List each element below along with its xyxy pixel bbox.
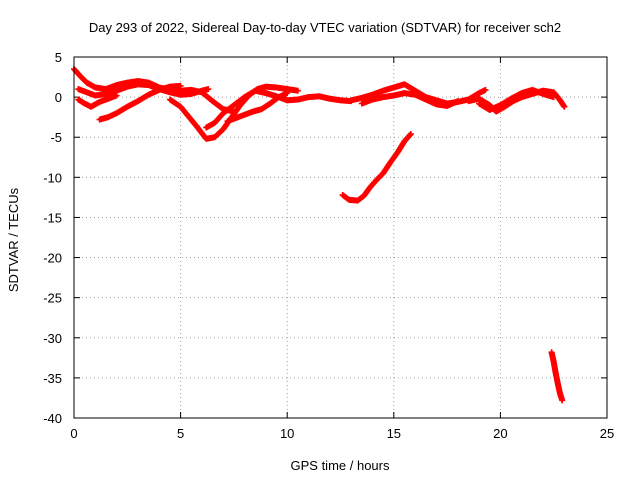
y-tick-label: 0 <box>55 90 62 105</box>
plot-frame <box>73 56 608 419</box>
y-tick-label: -10 <box>43 170 62 185</box>
data-point <box>550 94 557 101</box>
data-point <box>407 131 414 138</box>
grid <box>74 57 607 418</box>
x-tick-label: 15 <box>387 426 401 441</box>
series-arc-12 <box>339 131 414 204</box>
data-points <box>71 66 568 404</box>
data-point <box>205 86 212 93</box>
y-tick-label: 5 <box>55 50 62 65</box>
ticks: 0 5 10 15 20 25 5 0 -5 -10 -15 -20 -25 -30 -35 -40 <box>43 50 614 441</box>
data-point <box>177 82 184 89</box>
y-tick-label: -25 <box>43 291 62 306</box>
series-arc-3 <box>75 92 120 110</box>
data-point <box>561 103 568 110</box>
x-axis-label: GPS time / hours <box>291 458 390 473</box>
series-arc-13 <box>548 349 566 404</box>
x-tick-label: 0 <box>70 426 77 441</box>
y-tick-label: -20 <box>43 251 62 266</box>
data-point <box>284 90 291 97</box>
y-axis-label: SDTVAR / TECUs <box>6 187 21 292</box>
x-tick-label: 5 <box>177 426 184 441</box>
series-arc-9 <box>358 90 461 109</box>
x-tick-label: 25 <box>600 426 614 441</box>
data-point <box>113 92 120 99</box>
data-point <box>294 87 301 94</box>
y-tick-label: -35 <box>43 371 62 386</box>
series-arc-7 <box>224 90 291 125</box>
x-tick-label: 10 <box>280 426 294 441</box>
series-arc-11 <box>476 86 557 113</box>
y-tick-label: -5 <box>50 130 62 145</box>
data-point <box>559 397 566 404</box>
y-tick-label: -30 <box>43 331 62 346</box>
x-tick-label: 20 <box>493 426 507 441</box>
data-point <box>454 98 461 105</box>
series-arc-6 <box>203 87 355 131</box>
chart-title: Day 293 of 2022, Sidereal Day-to-day VTE… <box>89 20 561 35</box>
y-tick-label: -15 <box>43 210 62 225</box>
series-arc-2 <box>75 81 212 99</box>
y-tick-label: -40 <box>43 411 62 426</box>
data-point <box>482 86 489 93</box>
series-arc-4 <box>96 82 184 123</box>
